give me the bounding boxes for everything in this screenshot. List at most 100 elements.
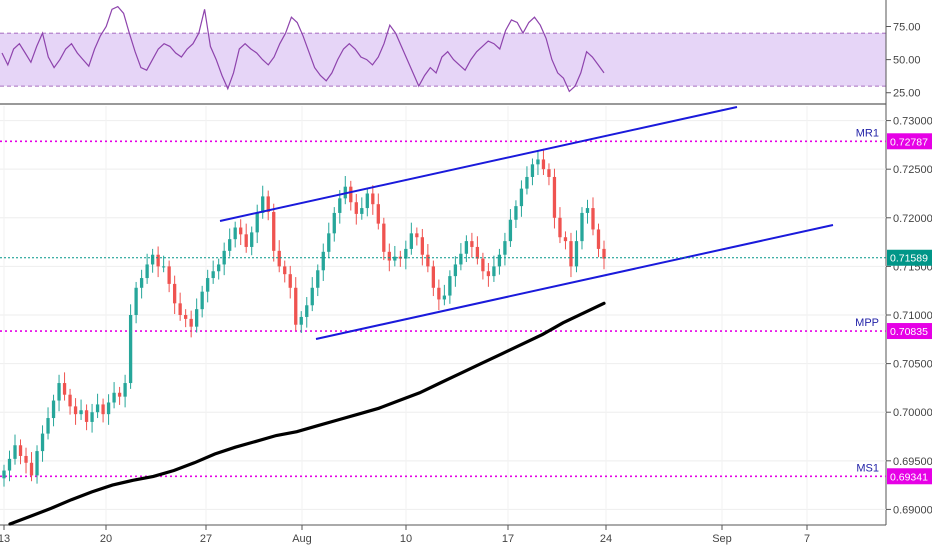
candle-body bbox=[459, 253, 463, 265]
candle-body bbox=[393, 256, 397, 261]
candle-body bbox=[195, 309, 199, 327]
time-tick-label: 27 bbox=[200, 533, 212, 545]
last-price-badge bbox=[887, 249, 932, 266]
price-axis: 0.730000.725000.720000.715000.710000.705… bbox=[886, 116, 932, 516]
candle-body bbox=[57, 383, 61, 401]
candle-body bbox=[95, 404, 100, 413]
candle-body bbox=[206, 278, 210, 292]
candle-body bbox=[167, 266, 171, 284]
candle-body bbox=[382, 223, 386, 252]
candle-body bbox=[569, 241, 573, 267]
candle-body bbox=[360, 208, 364, 214]
candle-body bbox=[283, 266, 287, 275]
time-tick-label: 7 bbox=[804, 533, 810, 545]
candle-body bbox=[84, 410, 89, 422]
candle-body bbox=[172, 283, 177, 304]
candle-body bbox=[150, 254, 155, 265]
candle-body bbox=[299, 316, 303, 325]
candle-body bbox=[464, 241, 469, 254]
candle-body bbox=[239, 227, 243, 235]
pivot-badge-value: 0.69341 bbox=[890, 471, 928, 483]
candle-body bbox=[161, 266, 166, 268]
rsi-band bbox=[0, 33, 886, 87]
candle-body bbox=[387, 251, 391, 261]
last-price-value: 0.71589 bbox=[890, 253, 928, 265]
candle-body bbox=[376, 204, 380, 224]
time-tick-label: 24 bbox=[600, 533, 612, 545]
time-axis: 13 20 27 Aug 10 17 24 Sep 7 bbox=[0, 525, 810, 545]
price-tick-label: 0.73000 bbox=[893, 116, 932, 128]
candle-body bbox=[321, 251, 325, 271]
candle-body bbox=[541, 159, 546, 170]
candle-body bbox=[547, 169, 551, 177]
candle-body bbox=[233, 227, 237, 240]
candle-body bbox=[338, 198, 342, 213]
time-tick-label: 17 bbox=[502, 533, 514, 545]
price-tick-label: 0.69000 bbox=[893, 504, 932, 516]
candle-body bbox=[305, 305, 309, 317]
time-tick-label: 10 bbox=[400, 533, 412, 545]
candle-body bbox=[503, 241, 507, 255]
candle-body bbox=[365, 193, 369, 209]
candle-body bbox=[371, 193, 375, 205]
candle-body bbox=[415, 233, 419, 238]
candle-body bbox=[250, 232, 254, 247]
candle-body bbox=[475, 246, 480, 259]
candle-body bbox=[426, 254, 430, 267]
candle-body bbox=[310, 287, 314, 306]
candle-body bbox=[13, 445, 17, 459]
candle-body bbox=[117, 392, 122, 397]
candle-body bbox=[442, 295, 447, 300]
pivot-badge-value: 0.70835 bbox=[890, 326, 928, 338]
candle-body bbox=[255, 212, 259, 233]
candle-body bbox=[327, 233, 331, 252]
candle-body bbox=[525, 176, 529, 189]
candle-body bbox=[228, 239, 232, 251]
candle-body bbox=[189, 318, 193, 327]
rsi-line bbox=[1, 5, 605, 93]
candle-body bbox=[349, 186, 353, 203]
candle-body bbox=[261, 196, 265, 213]
channel-lower-line bbox=[315, 224, 834, 340]
candle-body bbox=[128, 315, 133, 384]
candle-body bbox=[294, 287, 298, 325]
candle-body bbox=[530, 164, 535, 177]
price-tick-label: 0.70000 bbox=[893, 407, 932, 419]
rsi-tick-label: 25.00 bbox=[893, 88, 921, 100]
candle-body bbox=[244, 234, 248, 247]
candle-body bbox=[134, 287, 138, 315]
time-tick-label: Aug bbox=[292, 533, 312, 545]
candle-body bbox=[35, 451, 39, 476]
pivot-badge-ms1 bbox=[887, 468, 932, 485]
candle-body bbox=[431, 266, 436, 288]
rsi-tick-label: 50.00 bbox=[893, 55, 921, 67]
candle-body bbox=[404, 248, 408, 259]
candle-body bbox=[585, 208, 590, 213]
candle-body bbox=[437, 287, 441, 300]
candle-body bbox=[519, 188, 524, 207]
candle-body bbox=[492, 266, 496, 277]
price-tick-label: 0.71000 bbox=[893, 310, 932, 322]
rsi-tick-label: 75.00 bbox=[893, 22, 921, 34]
candle-body bbox=[178, 303, 182, 315]
candle-body bbox=[211, 271, 215, 279]
candle-body bbox=[574, 241, 579, 267]
pivot-badge-value: 0.72787 bbox=[890, 136, 928, 148]
pivot-label-mr1: MR1 bbox=[856, 127, 879, 139]
candle-body bbox=[420, 237, 424, 255]
time-tick-label: Sep bbox=[712, 533, 732, 545]
candle-body bbox=[497, 254, 502, 267]
candle-body bbox=[409, 233, 413, 249]
candle-body bbox=[602, 248, 606, 259]
candle-body bbox=[7, 458, 12, 471]
rsi-pane: 75.00 50.00 25.00 bbox=[0, 5, 921, 100]
channel-upper-line bbox=[219, 106, 738, 222]
candle-body bbox=[288, 274, 292, 288]
price-tick-label: 0.72000 bbox=[893, 213, 932, 225]
moving-average-line bbox=[8, 301, 606, 526]
candle-body bbox=[106, 402, 111, 415]
grid bbox=[0, 106, 886, 524]
candle-body bbox=[332, 212, 336, 234]
candle-body bbox=[508, 219, 513, 242]
